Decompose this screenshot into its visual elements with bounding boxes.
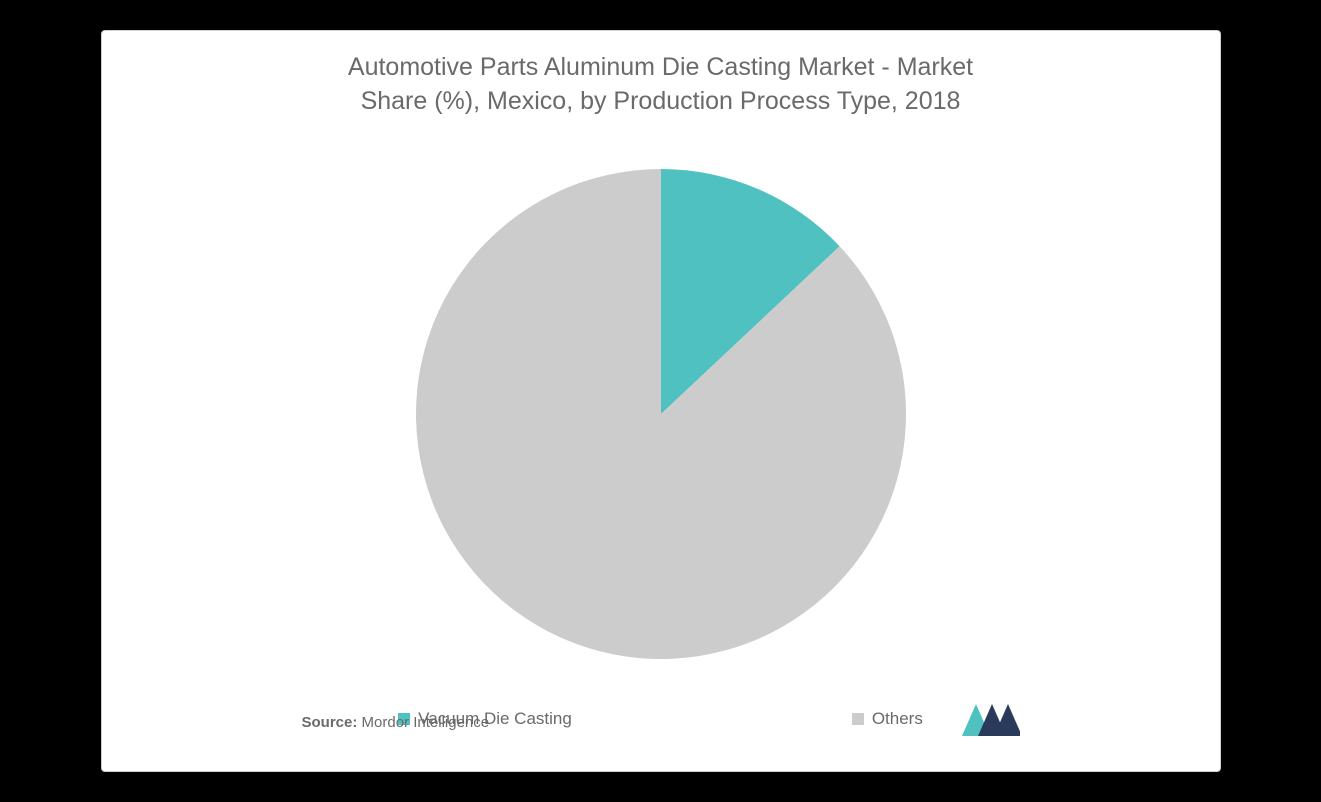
source-value: Mordor Intelligence xyxy=(362,714,490,731)
title-line-2: Share (%), Mexico, by Production Process… xyxy=(361,87,961,115)
logo-svg xyxy=(962,704,1020,736)
pie-chart xyxy=(396,149,926,684)
chart-title: Automotive Parts Aluminum Die Casting Ma… xyxy=(348,51,973,119)
source-label: Source: xyxy=(302,714,358,731)
title-line-1: Automotive Parts Aluminum Die Casting Ma… xyxy=(348,53,973,81)
pie-svg xyxy=(396,149,926,679)
brand-logo xyxy=(962,704,1020,741)
source-text: Source: Mordor Intelligence xyxy=(302,714,490,731)
chart-card: Automotive Parts Aluminum Die Casting Ma… xyxy=(101,30,1221,772)
chart-footer: Source: Mordor Intelligence xyxy=(302,704,1020,741)
